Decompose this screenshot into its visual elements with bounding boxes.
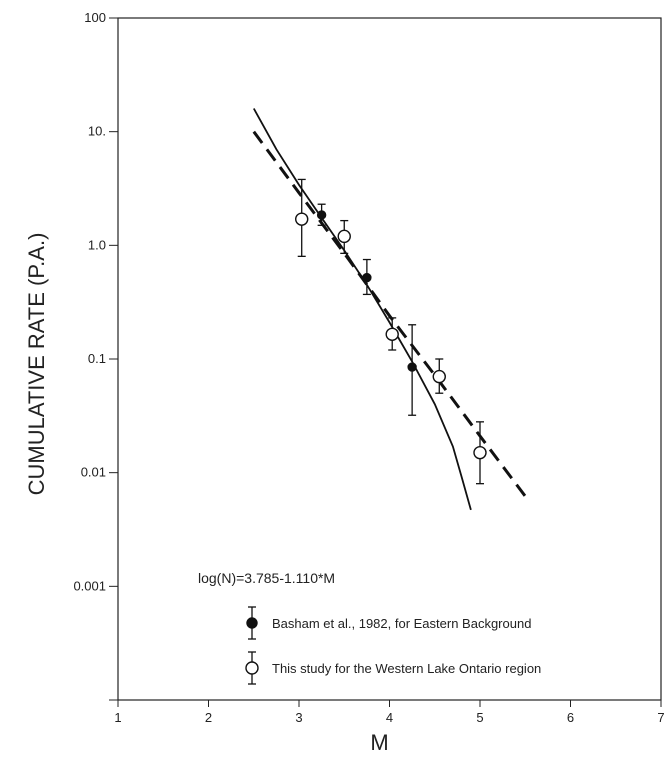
filled-point xyxy=(407,362,417,372)
dashed-fit-line xyxy=(252,130,527,498)
fit-equation: log(N)=3.785-1.110*M xyxy=(198,570,335,586)
x-tick-label: 3 xyxy=(295,710,302,725)
y-tick-label: 1.0 xyxy=(88,237,106,252)
plot-frame xyxy=(117,17,662,701)
y-tick-label: 10. xyxy=(88,124,106,139)
x-tick-label: 6 xyxy=(567,710,574,725)
open-point xyxy=(432,369,446,384)
y-tick-label: 0.1 xyxy=(88,351,106,366)
x-tick-label: 1 xyxy=(114,710,121,725)
open-point xyxy=(337,229,351,244)
legend: Basham et al., 1982, for Eastern Backgro… xyxy=(245,606,541,685)
y-tick-label: 100 xyxy=(84,10,106,25)
plot-border xyxy=(117,17,662,701)
legend-filled-marker xyxy=(246,617,258,629)
legend-open-marker xyxy=(245,661,259,675)
x-tick-label: 7 xyxy=(657,710,664,725)
open-point xyxy=(385,327,399,341)
legend-label: Basham et al., 1982, for Eastern Backgro… xyxy=(272,616,531,631)
x-tick-label: 5 xyxy=(476,710,483,725)
filled-point xyxy=(362,272,372,283)
x-tick-label: 4 xyxy=(386,710,393,725)
y-tick-label: 0.001 xyxy=(73,578,106,593)
data-points xyxy=(295,178,487,485)
x-axis-title: M xyxy=(370,730,388,755)
y-tick-label: 0.01 xyxy=(81,465,106,480)
y-axis-title: CUMULATIVE RATE (P.A.) xyxy=(24,233,49,496)
legend-label: This study for the Western Lake Ontario … xyxy=(272,661,541,676)
solid-fit-curve xyxy=(253,108,472,511)
filled-point xyxy=(316,210,327,220)
open-point xyxy=(473,445,487,460)
y-axis-ticks: 100 10. 1.0 0.1 0.01 0.001 xyxy=(73,10,118,701)
x-axis-ticks: 1 2 3 4 5 6 7 xyxy=(114,700,665,725)
x-tick-label: 2 xyxy=(205,710,212,725)
open-point xyxy=(295,212,309,226)
